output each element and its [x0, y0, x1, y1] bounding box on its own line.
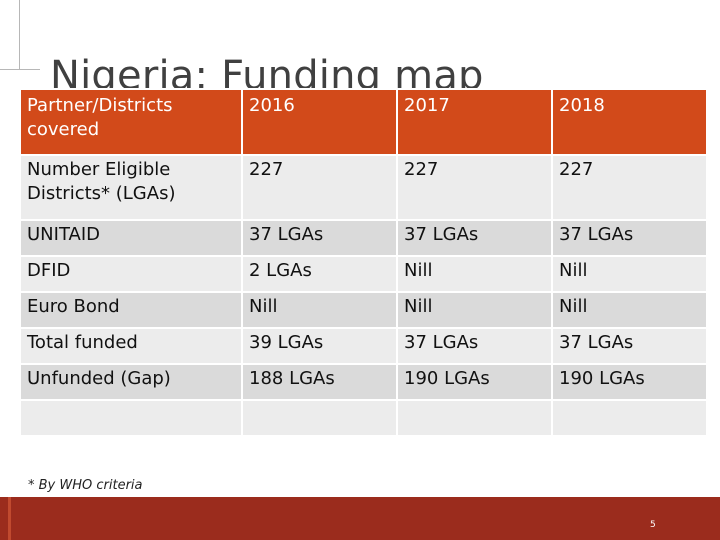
- cell-2016: 39 LGAs: [241, 327, 398, 365]
- table-row: Number Eligible Districts* (LGAs) 227 22…: [19, 154, 708, 221]
- cell-2016: 37 LGAs: [241, 219, 398, 257]
- header-cell-partner: Partner/Districts covered: [19, 88, 243, 156]
- row-label: UNITAID: [19, 219, 243, 257]
- cell-2018: 37 LGAs: [551, 219, 708, 257]
- cell-2018: [551, 399, 708, 437]
- table-row: Unfunded (Gap) 188 LGAs 190 LGAs 190 LGA…: [19, 363, 708, 401]
- row-label: Euro Bond: [19, 291, 243, 329]
- table-row: DFID 2 LGAs Nill Nill: [19, 255, 708, 293]
- cell-2017: 190 LGAs: [396, 363, 553, 401]
- cell-2016: 188 LGAs: [241, 363, 398, 401]
- cell-2018: 190 LGAs: [551, 363, 708, 401]
- cell-2016: Nill: [241, 291, 398, 329]
- cell-2017: Nill: [396, 255, 553, 293]
- cell-2018: 227: [551, 154, 708, 221]
- table-row: Total funded 39 LGAs 37 LGAs 37 LGAs: [19, 327, 708, 365]
- cell-2016: [241, 399, 398, 437]
- funding-table: Partner/Districts covered 2016 2017 2018…: [19, 88, 708, 437]
- footnote: * By WHO criteria: [28, 478, 143, 493]
- table-row: UNITAID 37 LGAs 37 LGAs 37 LGAs: [19, 219, 708, 257]
- header-cell-2017: 2017: [396, 88, 553, 156]
- cell-2017: 37 LGAs: [396, 219, 553, 257]
- table-row: Euro Bond Nill Nill Nill: [19, 291, 708, 329]
- row-label: [19, 399, 243, 437]
- page-number: 5: [650, 520, 656, 530]
- row-label: Unfunded (Gap): [19, 363, 243, 401]
- cell-2017: 227: [396, 154, 553, 221]
- cell-2018: Nill: [551, 291, 708, 329]
- row-label: DFID: [19, 255, 243, 293]
- table-row-empty: [19, 399, 708, 437]
- cell-2018: 37 LGAs: [551, 327, 708, 365]
- corner-decoration-horizontal: [0, 69, 40, 70]
- cell-2016: 227: [241, 154, 398, 221]
- corner-decoration-vertical: [19, 0, 20, 70]
- header-cell-2016: 2016: [241, 88, 398, 156]
- cell-2017: Nill: [396, 291, 553, 329]
- cell-2016: 2 LGAs: [241, 255, 398, 293]
- footer-accent: [8, 497, 11, 540]
- table-header-row: Partner/Districts covered 2016 2017 2018: [19, 88, 708, 156]
- row-label: Total funded: [19, 327, 243, 365]
- footer-band: [0, 497, 720, 540]
- cell-2018: Nill: [551, 255, 708, 293]
- header-cell-2018: 2018: [551, 88, 708, 156]
- row-label: Number Eligible Districts* (LGAs): [19, 154, 243, 221]
- cell-2017: [396, 399, 553, 437]
- cell-2017: 37 LGAs: [396, 327, 553, 365]
